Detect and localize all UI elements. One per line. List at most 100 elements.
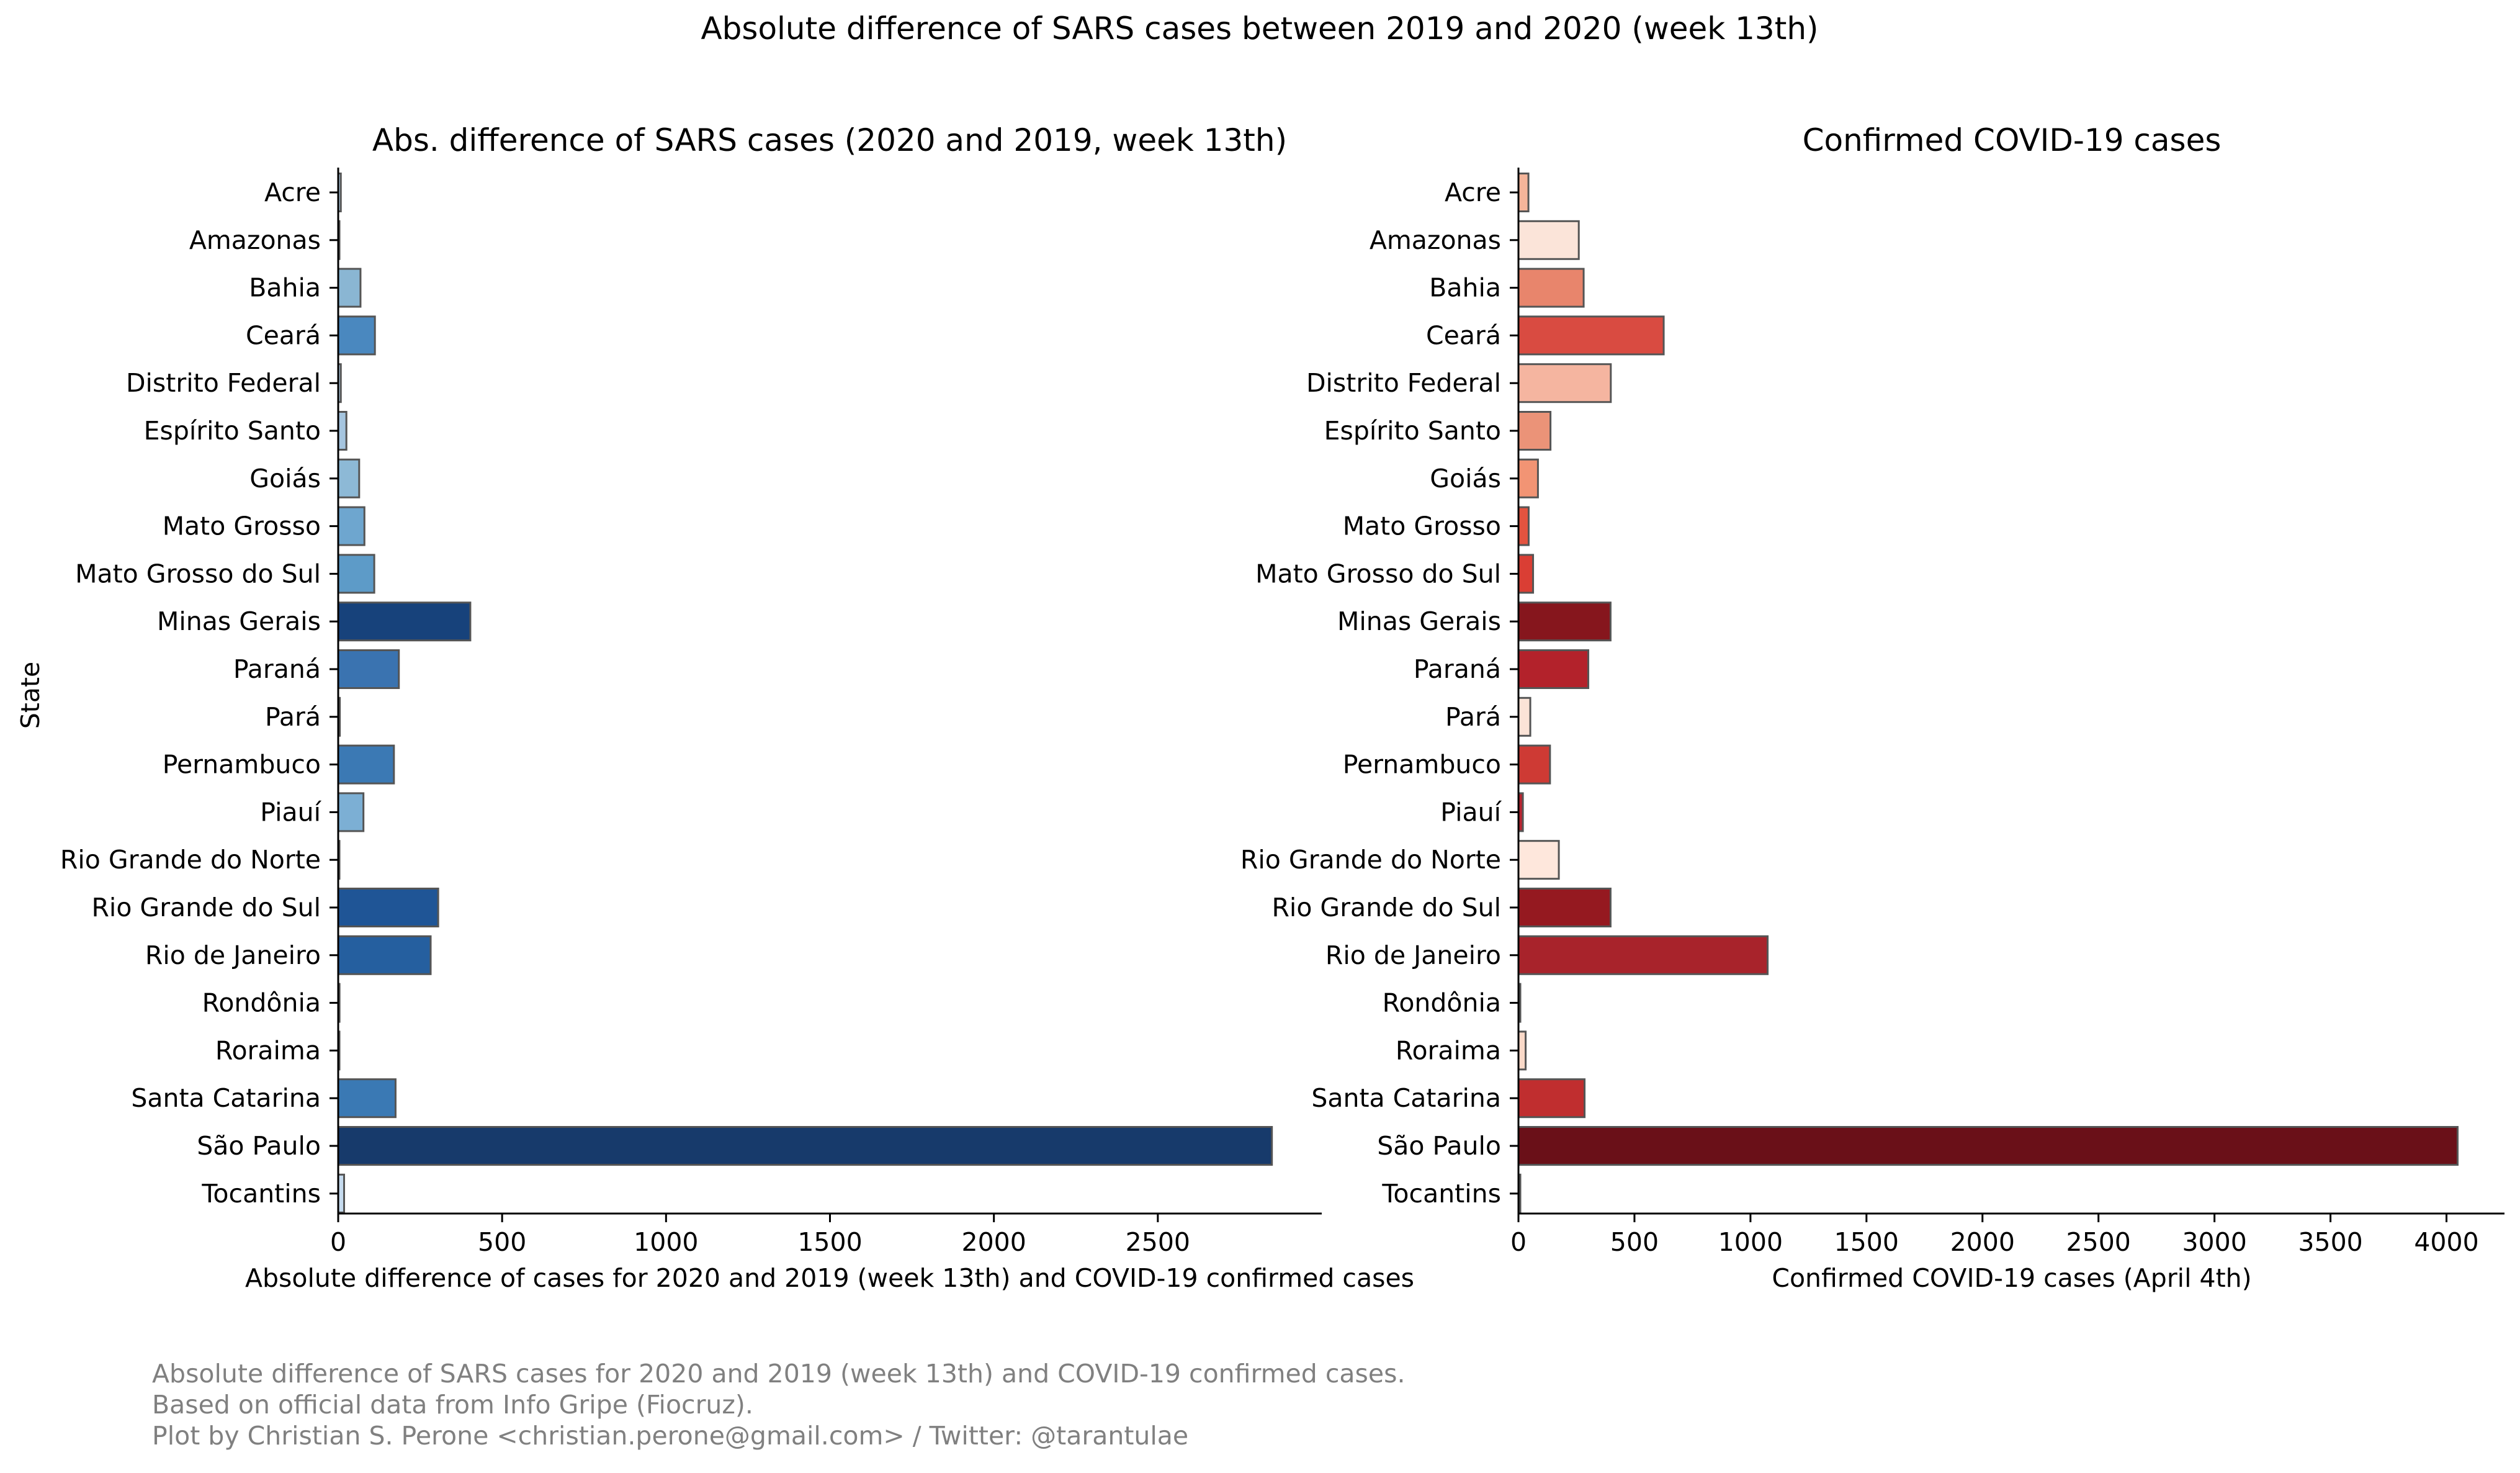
covid-bar-bahia [1517,268,1585,308]
sars-x-tick-label: 2500 [1126,1227,1190,1257]
covid-state-label: Rio de Janeiro [1325,940,1501,970]
sars-bar-sao-paulo [337,1126,1273,1166]
covid-state-label: Paraná [1414,654,1501,684]
covid-chart-title: Confirmed COVID-19 cases [1803,122,2222,158]
covid-state-label: Mato Grosso [1343,511,1501,541]
covid-state-label: Santa Catarina [1311,1083,1501,1113]
sars-state-label: Espírito Santo [144,416,321,446]
covid-bar-espirito-santo [1517,411,1552,451]
covid-x-tick-label: 3000 [2182,1227,2246,1257]
sars-x-tick-label: 500 [478,1227,526,1257]
sars-x-ticks: 0 500 1000 1500 2000 2500 [330,1214,1190,1257]
sars-state-label: Distrito Federal [126,368,321,398]
covid-state-label: Bahia [1429,273,1501,303]
covid-bar-acre [1517,173,1530,212]
footer-line-3: Plot by Christian S. Perone <christian.p… [152,1421,1189,1451]
sars-state-label: Pará [265,702,321,732]
covid-state-label: São Paulo [1377,1131,1501,1161]
covid-state-label: Amazonas [1370,225,1501,255]
sars-state-label: Rio de Janeiro [145,940,321,970]
sars-bar-santa-catarina [337,1078,397,1119]
y-axis-label: State [16,662,45,729]
covid-state-label: Minas Gerais [1337,606,1501,636]
sars-x-tick-label: 0 [330,1227,346,1257]
covid-state-label: Espírito Santo [1324,416,1501,446]
covid-bar-goias [1517,458,1539,498]
sars-bar-ceara [337,315,376,356]
covid-bar-amazonas [1517,220,1580,260]
covid-x-ticks: 0 500 1000 1500 2000 2500 3000 3500 4000 [1510,1214,2479,1257]
covid-x-tick-label: 0 [1510,1227,1527,1257]
covid-x-tick-label: 3500 [2298,1227,2362,1257]
sars-state-label: Bahia [249,273,321,303]
covid-state-label: Goiás [1430,464,1501,493]
covid-x-tick-label: 2500 [2066,1227,2131,1257]
covid-state-label: Pernambuco [1343,750,1501,780]
sars-x-tick-label: 1500 [797,1227,862,1257]
figure-suptitle: Absolute difference of SARS cases betwee… [701,11,1818,47]
covid-state-label: Pará [1445,702,1501,732]
sars-state-label: Amazonas [189,225,321,255]
sars-x-axis-label: Absolute difference of cases for 2020 an… [245,1263,1414,1293]
covid-state-label: Rio Grande do Sul [1271,893,1501,922]
covid-x-tick-label: 1000 [1718,1227,1783,1257]
sars-bar-piaui [337,792,365,832]
sars-state-label: Goiás [249,464,321,493]
sars-bar-mato-grosso-do-sul [337,554,375,594]
sars-bar-bahia [337,268,362,308]
sars-bar-rio-grande-do-sul [337,888,439,927]
covid-bar-mato-grosso [1517,506,1530,546]
sars-state-label: Rio Grande do Sul [91,893,321,922]
sars-bar-pernambuco [337,744,395,785]
footer-notes: Absolute difference of SARS cases for 20… [152,1358,2386,1451]
sars-difference-chart: Abs. difference of SARS cases (2020 and … [60,122,1414,1293]
covid-state-label: Ceará [1426,320,1501,350]
covid-bar-roraima [1517,1030,1527,1071]
sars-state-label: Acre [264,178,321,207]
sars-state-label: Paraná [233,654,321,684]
sars-state-label: Minas Gerais [157,606,321,636]
covid-x-tick-label: 4000 [2414,1227,2478,1257]
sars-bar-parana [337,649,400,689]
covid-bar-parana [1517,649,1590,689]
covid-bar-minas-gerais [1517,601,1612,642]
covid-state-label: Rondônia [1383,988,1501,1018]
footer-line-2: Based on official data from Info Gripe (… [152,1390,753,1420]
sars-bar-rio-de-janeiro [337,935,432,975]
covid-bar-pernambuco [1517,744,1551,785]
sars-bar-goias [337,458,361,498]
covid-confirmed-chart: Confirmed COVID-19 cases Acre Amazonas Bah… [1240,122,2504,1293]
sars-chart-title: Abs. difference of SARS cases (2020 and … [372,122,1287,158]
sars-state-label: Santa Catarina [131,1083,321,1113]
sars-x-tick-label: 2000 [961,1227,1026,1257]
covid-x-tick-label: 500 [1610,1227,1659,1257]
covid-bar-ceara [1517,315,1665,356]
covid-bar-santa-catarina [1517,1078,1586,1119]
sars-bar-espirito-santo [337,411,348,451]
covid-bar-rio-grande-do-sul [1517,888,1612,927]
footer-line-1: Absolute difference of SARS cases for 20… [152,1359,1406,1389]
covid-bar-para [1517,696,1531,737]
covid-state-labels: Acre Amazonas Bahia Ceará Distrito Federal Es… [1240,178,1518,1209]
sars-state-label: Mato Grosso [163,511,321,541]
covid-state-label: Acre [1445,178,1501,207]
covid-state-label: Rio Grande do Norte [1240,845,1501,875]
covid-bar-rio-de-janeiro [1517,935,1769,975]
sars-state-label: Mato Grosso do Sul [75,559,321,588]
sars-state-labels: Acre Amazonas Bahia Ceará Distrito Federal Es… [60,178,338,1209]
covid-bar-mato-grosso-do-sul [1517,554,1535,594]
covid-bar-rio-grande-do-norte [1517,840,1560,880]
sars-state-label: Rio Grande do Norte [60,845,321,875]
covid-x-tick-label: 1500 [1834,1227,1899,1257]
sars-x-tick-label: 1000 [634,1227,698,1257]
covid-state-label: Piauí [1440,797,1502,827]
sars-state-label: São Paulo [197,1131,321,1161]
sars-state-label: Tocantins [201,1179,321,1209]
sars-state-label: Roraima [215,1035,321,1065]
sars-bar-mato-grosso [337,506,365,546]
sars-state-label: Pernambuco [163,750,321,780]
covid-bar-sao-paulo [1517,1126,2459,1166]
sars-bar-minas-gerais [337,601,472,642]
sars-bars [337,173,1273,1214]
